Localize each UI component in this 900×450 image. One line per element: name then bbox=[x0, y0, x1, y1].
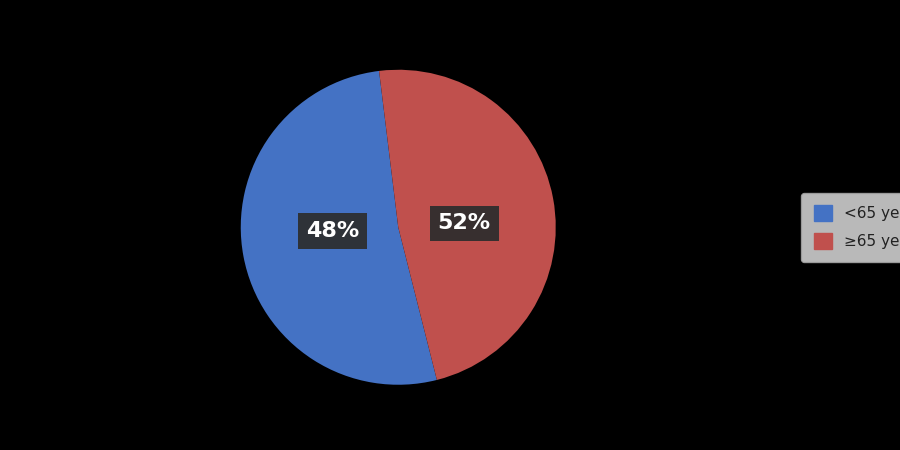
Wedge shape bbox=[379, 70, 555, 380]
Legend: <65 years (170 patients), ≥65 years (160 patients): <65 years (170 patients), ≥65 years (160… bbox=[801, 193, 900, 261]
Text: 52%: 52% bbox=[437, 213, 490, 234]
Text: 48%: 48% bbox=[306, 221, 359, 241]
Wedge shape bbox=[241, 71, 436, 385]
